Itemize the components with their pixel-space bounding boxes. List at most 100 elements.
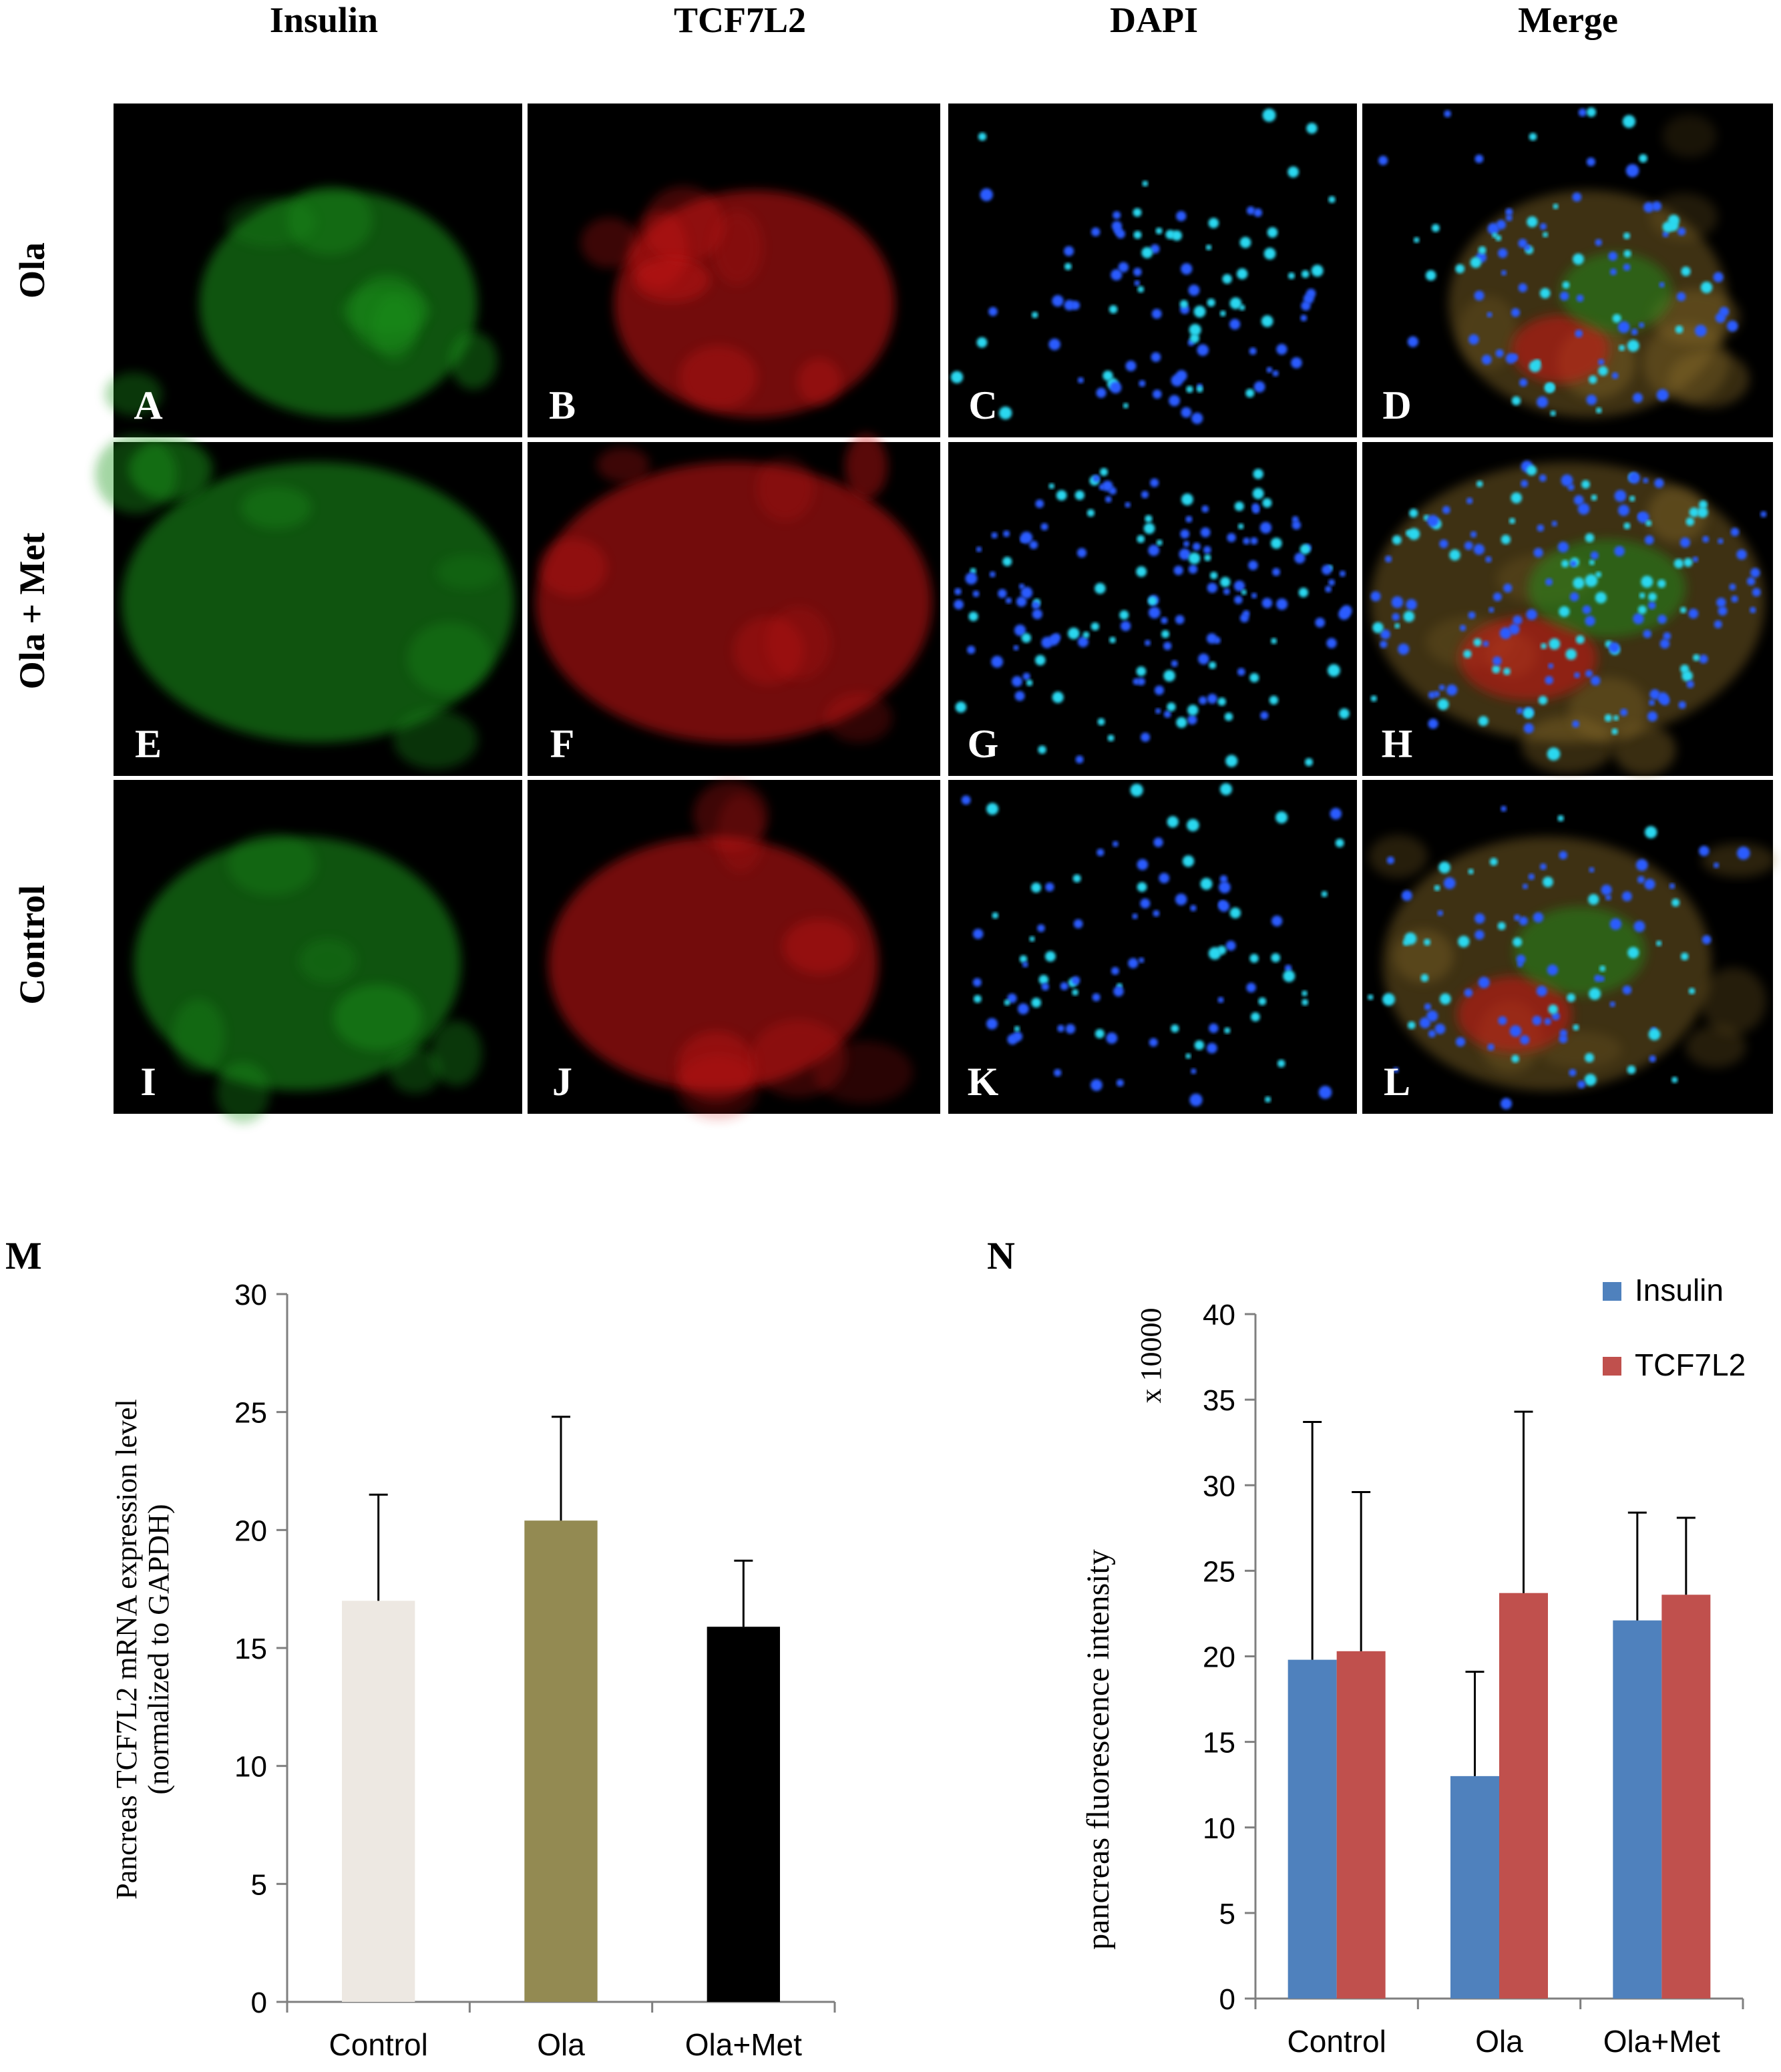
nucleus — [1561, 474, 1573, 487]
nucleus — [1091, 1079, 1103, 1091]
nucleus — [1589, 867, 1595, 873]
nucleus — [1643, 202, 1654, 213]
nucleus — [1022, 672, 1030, 680]
nucleus — [1617, 504, 1629, 516]
nucleus — [1419, 1017, 1431, 1028]
nucleus — [1679, 606, 1687, 614]
nucleus — [1288, 166, 1299, 178]
nucleus — [980, 188, 993, 202]
nucleus — [1459, 624, 1466, 632]
nucleus — [1623, 250, 1631, 258]
nucleus — [1213, 636, 1221, 644]
nucleus — [1649, 689, 1660, 700]
nucleus — [1516, 954, 1526, 964]
nucleus — [1601, 884, 1612, 895]
nucleus — [1468, 611, 1476, 619]
nucleus — [1623, 522, 1631, 530]
nucleus — [1220, 577, 1231, 588]
nucleus — [1253, 208, 1263, 217]
nucleus — [1341, 605, 1352, 616]
legend-swatch — [1603, 1357, 1621, 1376]
nucleus — [1259, 522, 1272, 534]
tissue-region — [389, 1047, 442, 1094]
nucleus — [1130, 783, 1143, 797]
nucleus — [1252, 506, 1260, 514]
nucleus — [1171, 660, 1178, 667]
micrograph-tile: D — [1362, 103, 1773, 437]
nucleus — [1298, 588, 1308, 598]
nucleus — [1111, 967, 1119, 976]
nucleus — [1557, 542, 1569, 553]
legend-label: Insulin — [1635, 1273, 1724, 1307]
nucleus — [1072, 874, 1081, 883]
nucleus — [1501, 805, 1507, 812]
nucleus — [1031, 998, 1042, 1008]
nucleus — [1251, 1012, 1260, 1022]
chart-m-plot-area: 0 5 10 15 20 25 30 Control Ola Ola+Met — [234, 1279, 836, 2062]
nucleus — [1590, 676, 1601, 686]
nucleus — [1219, 310, 1226, 317]
nucleus — [1509, 1025, 1522, 1037]
tissue-region — [677, 1031, 755, 1102]
nucleus — [1446, 684, 1458, 696]
nucleus — [1198, 653, 1209, 665]
nucleus — [1237, 668, 1245, 676]
nucleus — [1599, 965, 1606, 972]
nucleus — [1614, 489, 1627, 502]
nucleus — [1201, 505, 1209, 513]
nucleus — [1019, 955, 1028, 963]
nucleus — [1528, 873, 1535, 880]
nucleus — [973, 995, 982, 1003]
tissue-region — [692, 781, 769, 849]
nucleus — [988, 306, 998, 317]
nucleus — [1633, 613, 1644, 624]
tissue-region — [711, 209, 763, 286]
nucleus — [1385, 556, 1392, 563]
nucleus — [1140, 898, 1151, 909]
nucleus — [1161, 617, 1168, 624]
x-tick-label: Control — [329, 2027, 428, 2062]
micrograph-tile: L — [1362, 780, 1776, 1114]
nucleus — [1464, 988, 1473, 998]
nucleus — [1241, 589, 1247, 595]
nucleus — [1271, 915, 1283, 927]
nucleus — [1315, 618, 1326, 628]
nucleus — [1404, 932, 1417, 945]
nucleus — [1007, 993, 1017, 1004]
nucleus — [1076, 548, 1087, 558]
nucleus — [1428, 1030, 1436, 1038]
legend-swatch — [1603, 1282, 1621, 1301]
nucleus — [1380, 640, 1388, 648]
nucleus — [1239, 236, 1251, 248]
nucleus — [1489, 607, 1495, 613]
nucleus — [1237, 524, 1244, 530]
nucleus — [1064, 246, 1074, 256]
nucleus — [1175, 615, 1185, 624]
nucleus — [1186, 385, 1193, 393]
nucleus — [1505, 208, 1513, 216]
nucleus — [1153, 909, 1160, 917]
nucleus — [1719, 306, 1730, 317]
nucleus — [1437, 910, 1444, 916]
nucleus — [1378, 156, 1388, 166]
nucleus — [1300, 544, 1310, 555]
nucleus — [1501, 270, 1507, 276]
nucleus — [1729, 583, 1736, 591]
tissue-region — [407, 622, 492, 695]
nucleus — [1569, 592, 1579, 602]
nucleus — [1426, 515, 1439, 527]
nucleus — [1105, 495, 1112, 503]
nucleus — [1252, 487, 1264, 499]
nucleus — [1581, 479, 1590, 489]
nucleus — [954, 588, 962, 596]
nucleus — [1242, 610, 1250, 618]
nucleus — [1012, 676, 1023, 687]
nucleus — [1702, 536, 1710, 543]
nucleus — [1148, 544, 1160, 556]
nucleus — [1120, 620, 1131, 632]
tissue-region — [333, 984, 422, 1051]
nucleus — [1468, 869, 1474, 875]
nucleus — [1437, 698, 1449, 710]
nucleus — [1045, 951, 1056, 962]
nucleus — [1048, 483, 1054, 489]
